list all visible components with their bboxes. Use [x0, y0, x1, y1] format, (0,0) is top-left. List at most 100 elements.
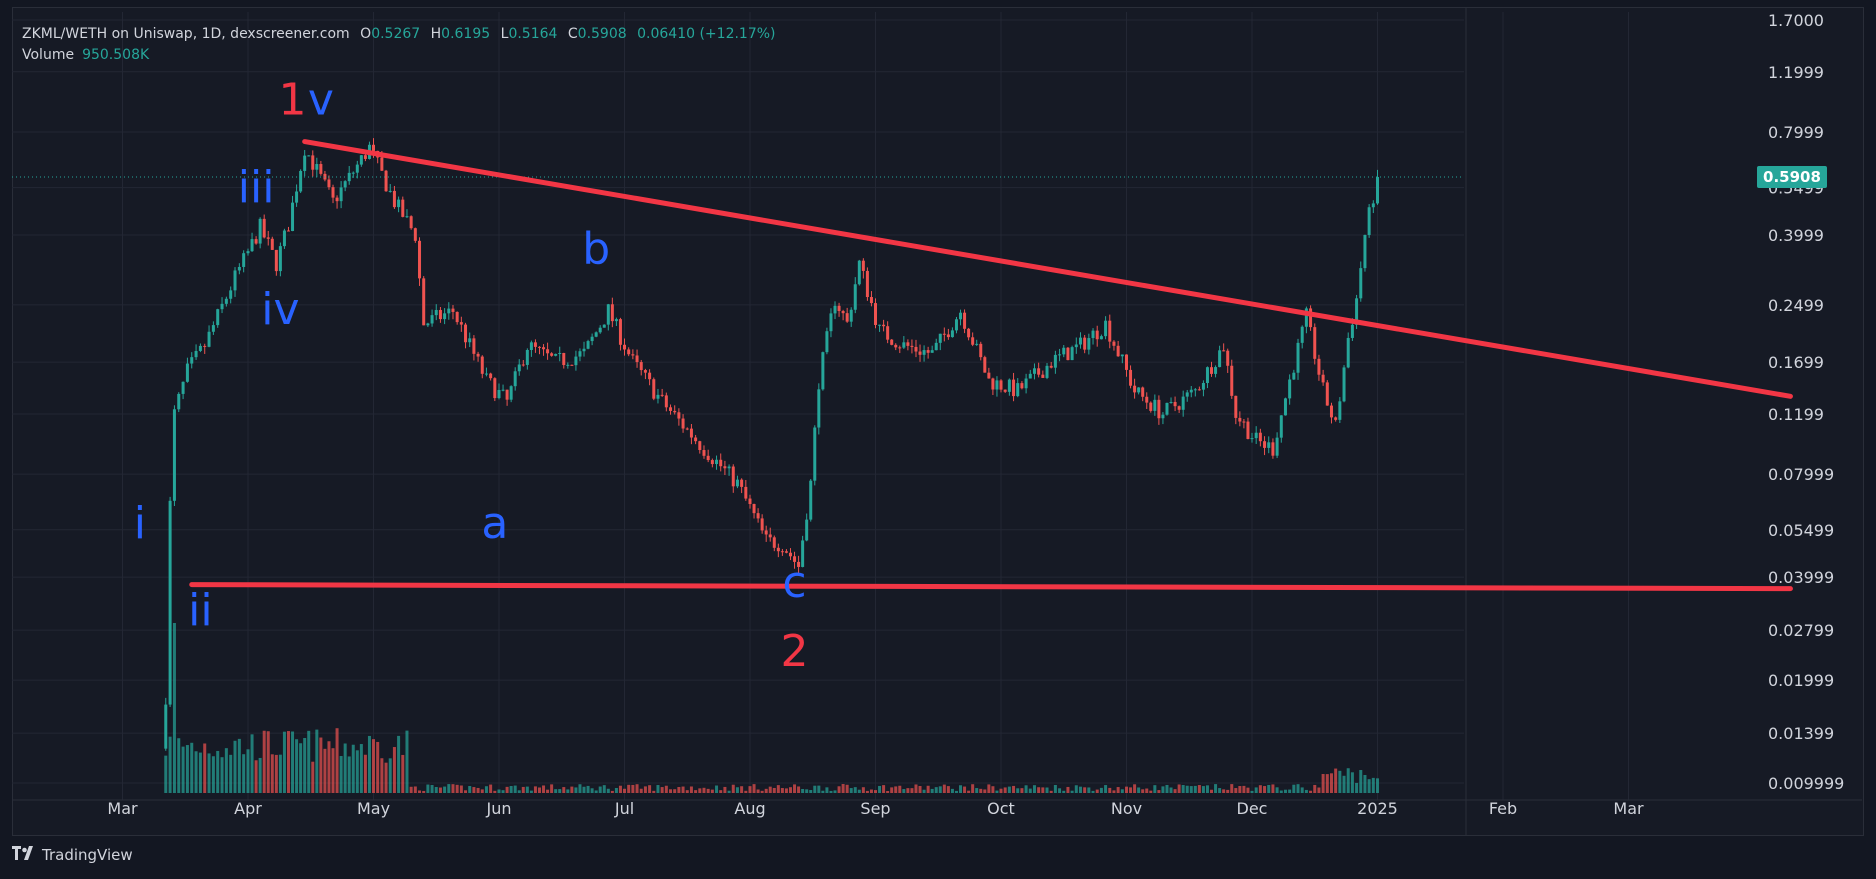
candle-body — [216, 309, 220, 326]
wave-label: iv — [261, 284, 299, 335]
volume-bar — [1053, 784, 1057, 793]
volume-bar — [1283, 789, 1287, 793]
volume-bar — [706, 788, 710, 793]
volume-bar — [926, 785, 930, 793]
candle-body — [776, 547, 780, 552]
volume-bar — [1074, 785, 1078, 793]
candle-body — [566, 364, 570, 366]
volume-bar — [664, 785, 668, 793]
volume-bar — [963, 786, 967, 793]
volume-bar — [652, 790, 656, 793]
candles[interactable] — [164, 138, 1379, 751]
volume-bar — [258, 757, 262, 793]
volume-bar — [1177, 784, 1181, 793]
volume-bar — [480, 789, 484, 793]
volume-bar — [727, 790, 731, 793]
volume-bar — [942, 784, 946, 793]
candle-body — [1157, 399, 1161, 419]
candle-body — [1250, 438, 1254, 440]
volume-bar — [656, 785, 660, 793]
candle-body — [959, 312, 963, 320]
volume-bar — [975, 788, 979, 793]
volume-bar — [570, 786, 574, 793]
close-value: 0.5908 — [577, 26, 627, 42]
volume-bar — [1193, 785, 1197, 793]
volume-bar — [497, 789, 501, 793]
volume-bar — [1238, 786, 1242, 793]
candle-body — [198, 345, 202, 351]
wave-label: a — [481, 498, 508, 549]
volume-bar — [558, 789, 562, 793]
candle-body — [837, 305, 841, 312]
candle-body — [1234, 395, 1238, 418]
volume-bar — [1129, 787, 1133, 793]
y-tick-label: 1.1999 — [1768, 63, 1824, 82]
x-axis[interactable]: Mar Apr May Jun Jul Aug Sep Oct Nov Dec 2025 Feb Mar — [107, 799, 1644, 818]
candle-body — [1346, 337, 1350, 368]
candle-body — [291, 202, 295, 232]
grid — [12, 12, 1629, 800]
volume-bar — [355, 750, 359, 793]
candle-body — [1083, 337, 1087, 350]
volume-bar — [363, 754, 367, 793]
candle-body — [177, 393, 181, 410]
volume-bar — [1338, 770, 1342, 793]
candle-body — [331, 187, 335, 198]
volume-bar — [1296, 784, 1300, 793]
x-tick-label: Jun — [486, 799, 512, 818]
volume-bar — [971, 784, 975, 793]
wave-label: b — [582, 224, 610, 275]
volume-bar — [434, 786, 438, 793]
candle-body — [525, 349, 529, 365]
volume-bar — [401, 754, 405, 793]
candle-body — [1238, 417, 1242, 422]
candle-body — [529, 342, 533, 350]
candle-body — [918, 351, 922, 355]
candle-body — [426, 323, 430, 326]
y-tick-label: 0.2499 — [1768, 296, 1824, 315]
candle-body — [1222, 350, 1226, 352]
volume-bar — [413, 786, 417, 793]
volume-bar — [1161, 786, 1165, 793]
x-tick-label: May — [357, 799, 390, 818]
candle-body — [319, 164, 323, 174]
volume-bar — [959, 785, 963, 793]
y-axis[interactable]: 1.70001.19990.79990.54990.39990.24990.16… — [1768, 11, 1844, 793]
volume-bar — [422, 790, 426, 793]
candle-body — [1028, 373, 1032, 379]
candle-body — [278, 246, 282, 272]
candle-body — [472, 338, 476, 354]
x-tick-label: Mar — [107, 799, 138, 818]
wave-label: ii — [188, 585, 212, 636]
candle-body — [1041, 374, 1045, 378]
candle-body — [286, 230, 290, 232]
volume-bar — [224, 748, 228, 793]
candle-body — [1066, 347, 1070, 361]
volume-bar — [906, 788, 910, 793]
volume-bar — [689, 786, 693, 793]
volume-bar — [1197, 785, 1201, 793]
candle-body — [829, 313, 833, 332]
candle-body — [1108, 320, 1112, 342]
trendline — [189, 582, 1793, 592]
candle-body — [229, 290, 233, 299]
candle-body — [677, 412, 681, 419]
volume-bar — [1263, 786, 1267, 793]
volume-bar — [447, 784, 451, 793]
volume-bar — [1288, 789, 1292, 793]
y-tick-label: 0.1199 — [1768, 405, 1824, 424]
candle-body — [1153, 399, 1157, 411]
volume-bar — [459, 785, 463, 793]
volume-bar — [930, 788, 934, 793]
volume-bar — [430, 785, 434, 793]
trendlines[interactable] — [189, 139, 1793, 592]
volume-bar — [335, 728, 339, 793]
candle-body — [455, 311, 459, 323]
candle-body — [1334, 417, 1338, 420]
volume-bar — [1317, 787, 1321, 793]
candle-body — [1024, 378, 1028, 389]
volume-bar — [865, 790, 869, 793]
volume-bar — [1091, 790, 1095, 793]
